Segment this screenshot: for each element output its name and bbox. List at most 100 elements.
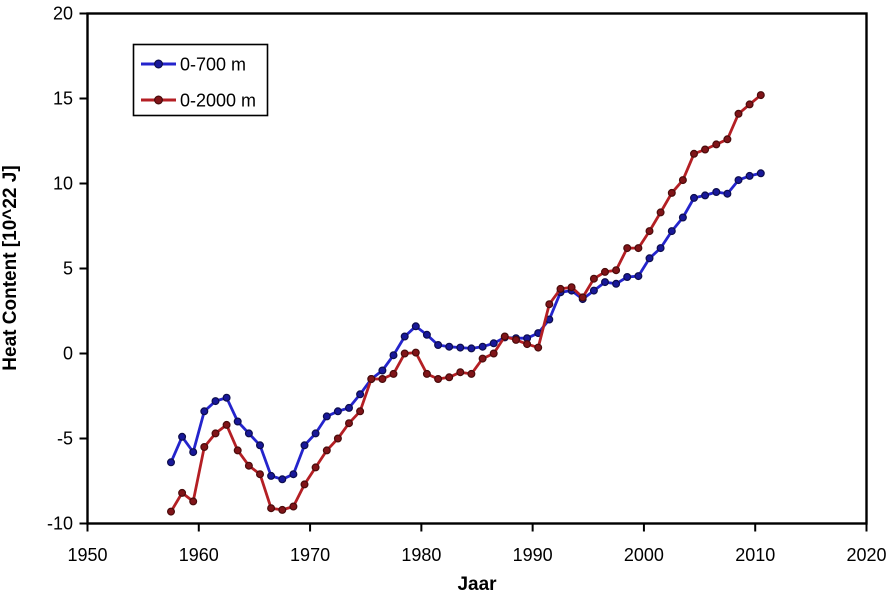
data-point: [656, 244, 665, 253]
data-point: [434, 375, 443, 384]
data-point: [300, 480, 309, 489]
data-point: [322, 412, 331, 421]
data-point: [478, 354, 487, 363]
data-point: [411, 348, 420, 357]
data-point: [578, 293, 587, 302]
data-point: [634, 272, 643, 281]
y-axis-ticks: -10 -5 0 5 10 15 20: [47, 4, 88, 534]
data-point: [300, 441, 309, 450]
data-point: [756, 91, 765, 100]
data-point: [656, 208, 665, 217]
data-point: [734, 109, 743, 118]
y-tick-label: -10: [47, 514, 73, 534]
data-point: [244, 461, 253, 470]
y-axis-title: Heat Content [10^22 J]: [0, 165, 21, 370]
y-tick-label: 20: [53, 4, 73, 24]
data-point: [167, 507, 176, 516]
legend-swatch-marker-0-700: [154, 59, 164, 69]
data-point: [244, 429, 253, 438]
data-point: [400, 332, 409, 341]
data-point: [389, 351, 398, 360]
data-point: [311, 429, 320, 438]
data-point: [667, 227, 676, 236]
data-point: [167, 458, 176, 467]
x-tick-label: 1960: [179, 545, 219, 565]
data-point: [211, 397, 220, 406]
data-point: [333, 407, 342, 416]
x-tick-label: 1980: [401, 545, 441, 565]
data-point: [689, 149, 698, 158]
data-point: [189, 448, 198, 457]
data-point: [378, 366, 387, 375]
data-point: [701, 145, 710, 154]
data-point: [222, 420, 231, 429]
data-point: [623, 273, 632, 282]
data-point: [233, 446, 242, 455]
data-point: [222, 393, 231, 402]
data-point: [756, 169, 765, 178]
data-point: [623, 244, 632, 253]
data-point: [467, 344, 476, 353]
data-point: [456, 368, 465, 377]
data-point: [200, 407, 209, 416]
y-tick-label: -5: [57, 429, 73, 449]
data-point: [422, 369, 431, 378]
data-point: [634, 244, 643, 253]
data-point: [567, 283, 576, 292]
legend-box: [132, 43, 269, 117]
x-tick-label: 1990: [513, 545, 553, 565]
data-point: [712, 188, 721, 197]
data-point: [456, 343, 465, 352]
data-point: [645, 254, 654, 263]
data-point: [378, 375, 387, 384]
data-point: [701, 191, 710, 200]
data-point: [645, 227, 654, 236]
data-point: [723, 135, 732, 144]
y-tick-label: 5: [63, 259, 73, 279]
x-tick-label: 2010: [735, 545, 775, 565]
data-point: [712, 140, 721, 149]
data-point: [422, 330, 431, 339]
x-axis-ticks: 1950 1960 1970 1980 1990 2000 2010 2020: [67, 523, 887, 565]
data-point: [389, 369, 398, 378]
data-point: [345, 419, 354, 428]
data-point: [445, 373, 454, 382]
data-point: [289, 470, 298, 479]
data-point: [267, 471, 276, 480]
data-point: [745, 100, 754, 109]
data-point: [322, 446, 331, 455]
data-point: [289, 502, 298, 511]
data-point: [278, 505, 287, 514]
data-point: [411, 322, 420, 331]
data-point: [678, 213, 687, 222]
data-point: [367, 375, 376, 384]
y-tick-label: 0: [63, 344, 73, 364]
data-point: [256, 470, 265, 479]
data-point: [211, 429, 220, 438]
data-point: [545, 300, 554, 309]
data-point: [233, 417, 242, 426]
y-tick-label: 10: [53, 174, 73, 194]
legend-label-0-2000: 0-2000 m: [180, 91, 256, 111]
data-point: [734, 176, 743, 185]
data-point: [678, 176, 687, 185]
data-point: [556, 284, 565, 293]
y-tick-label: 15: [53, 89, 73, 109]
data-point: [667, 188, 676, 197]
data-point: [500, 332, 509, 341]
data-point: [612, 266, 621, 275]
data-point: [600, 278, 609, 287]
legend-swatch-marker-0-2000: [154, 95, 164, 105]
series-0-2000m: [167, 91, 765, 516]
data-point: [445, 342, 454, 351]
data-point: [745, 171, 754, 180]
data-point: [489, 349, 498, 358]
series-line: [169, 171, 763, 481]
data-point: [311, 463, 320, 472]
data-point: [178, 488, 187, 497]
data-point: [612, 279, 621, 288]
x-tick-label: 2000: [624, 545, 664, 565]
data-point: [356, 407, 365, 416]
